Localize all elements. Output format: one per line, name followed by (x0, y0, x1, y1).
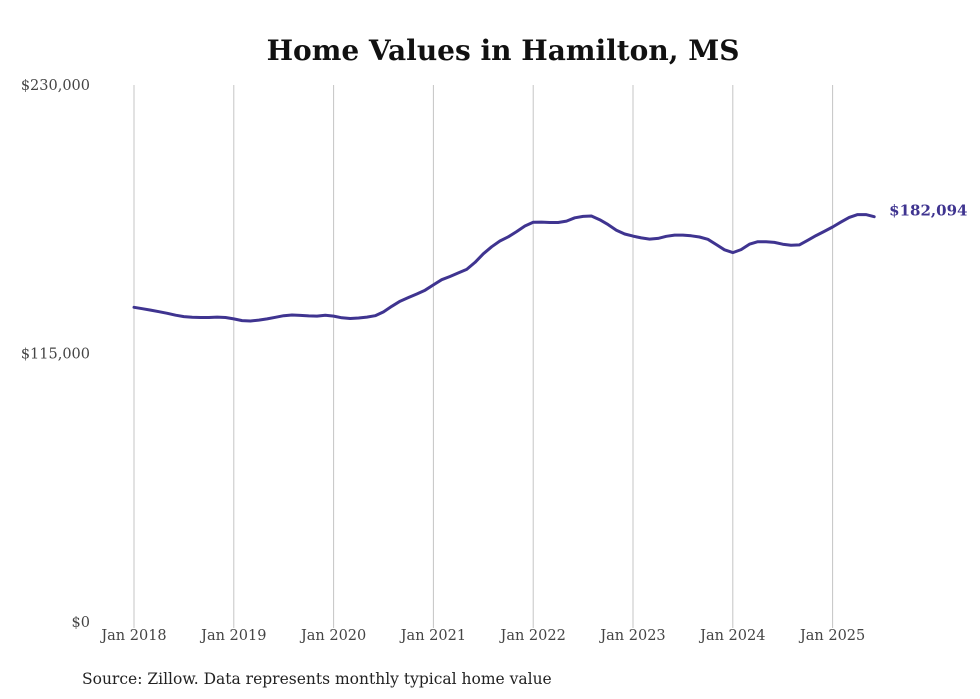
x-tick-label: Jan 2022 (499, 628, 566, 644)
x-tick-label: Jan 2024 (698, 628, 765, 644)
y-tick-label: $0 (72, 615, 90, 631)
x-tick-label: Jan 2019 (199, 628, 266, 644)
series-layer: $182,094 (132, 202, 967, 323)
x-tick-label: Jan 2023 (598, 628, 665, 644)
end-value-label: $182,094 (889, 202, 967, 220)
x-tick-label: Jan 2020 (299, 628, 366, 644)
chart-title: Home Values in Hamilton, MS (267, 34, 740, 67)
x-tick-label: Jan 2025 (798, 628, 865, 644)
y-tick-label: $115,000 (21, 347, 90, 363)
source-note: Source: Zillow. Data represents monthly … (82, 670, 552, 688)
x-axis: Jan 2018 Jan 2019 Jan 2020 Jan 2021 Jan 2022… (99, 628, 865, 644)
grid-lines (133, 85, 834, 628)
y-axis: $0 $115,000 $230,000 (21, 78, 90, 631)
y-tick-label: $230,000 (21, 78, 90, 94)
series-line (132, 213, 876, 323)
x-tick-label: Jan 2018 (99, 628, 166, 644)
x-tick-label: Jan 2021 (399, 628, 466, 644)
